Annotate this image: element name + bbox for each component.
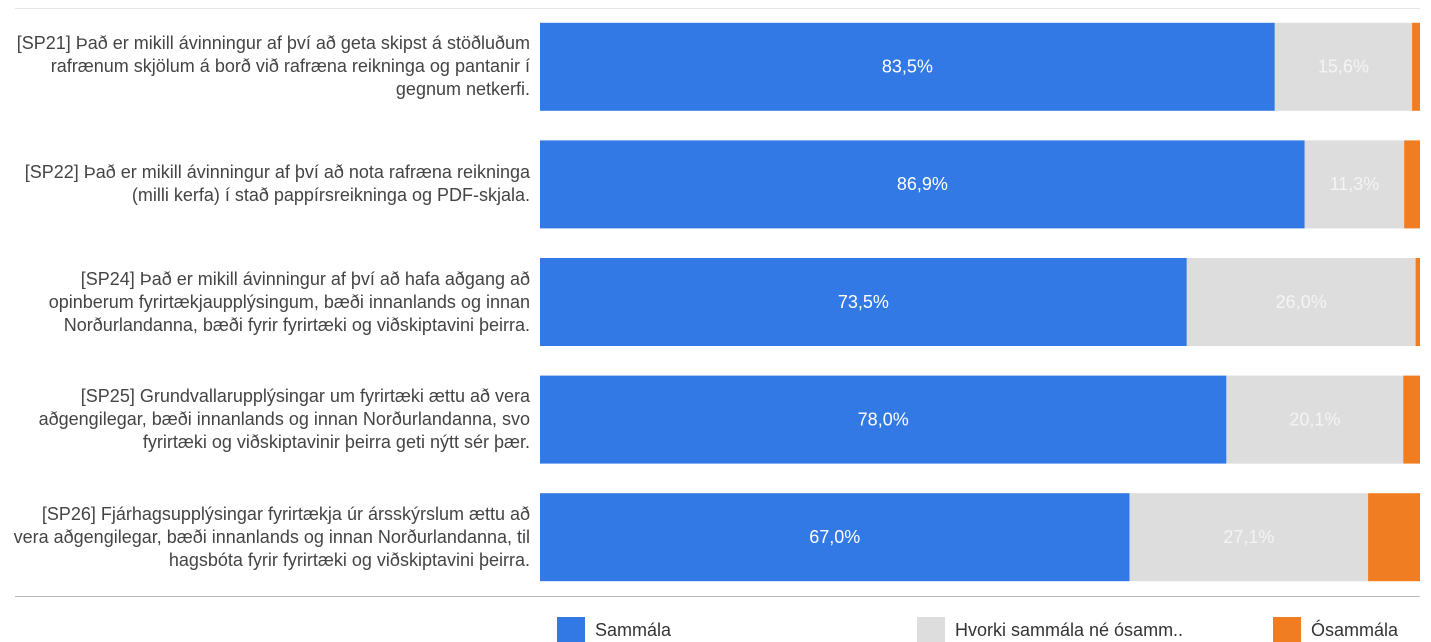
legend-swatch bbox=[1273, 617, 1301, 642]
bar-segment bbox=[1403, 375, 1420, 464]
value-label: 20,1% bbox=[1289, 409, 1340, 429]
bar-segment bbox=[540, 22, 1275, 111]
bar-segment bbox=[540, 258, 1187, 346]
bar-segment bbox=[1404, 140, 1420, 229]
value-label: 15,6% bbox=[1318, 57, 1369, 77]
category-label: [SP22] Það er mikill ávinningur af því a… bbox=[24, 162, 530, 206]
bar-segment bbox=[1274, 22, 1413, 111]
value-label: 86,9% bbox=[897, 174, 948, 194]
bar-segment bbox=[540, 375, 1227, 464]
legend-label: Ósammála bbox=[1311, 619, 1399, 640]
value-label: 83,5% bbox=[882, 57, 933, 77]
category-label: [SP26] Fjárhagsupplýsingar fyrirtækja úr… bbox=[13, 503, 530, 570]
value-label: 78,0% bbox=[858, 409, 909, 429]
value-label: 26,0% bbox=[1276, 292, 1327, 312]
category-label: [SP21] Það er mikill ávinningur af því a… bbox=[16, 33, 530, 100]
bar-segment bbox=[1415, 258, 1420, 346]
category-label: [SP25] Grundvallarupplýsingar um fyrirtæ… bbox=[38, 386, 530, 453]
bar-segment bbox=[540, 493, 1130, 582]
bar-segment bbox=[1304, 140, 1405, 229]
legend-label: Hvorki sammála né ósamm.. bbox=[955, 620, 1183, 640]
value-label: 27,1% bbox=[1223, 527, 1274, 547]
legend-label: Sammála bbox=[595, 620, 672, 640]
bar-segment bbox=[1226, 375, 1404, 464]
category-label: [SP24] Það er mikill ávinningur af því a… bbox=[48, 268, 530, 335]
bar-segment bbox=[1186, 258, 1416, 346]
value-label: 11,3% bbox=[1330, 174, 1380, 194]
bar-segment bbox=[540, 140, 1305, 229]
value-label: 73,5% bbox=[838, 292, 889, 312]
legend-swatch bbox=[557, 617, 585, 642]
value-label: 67,0% bbox=[809, 527, 860, 547]
legend-swatch bbox=[917, 617, 945, 642]
bar-segment bbox=[1412, 22, 1420, 111]
bar-segment bbox=[1368, 493, 1420, 582]
bar-segment bbox=[1129, 493, 1369, 582]
